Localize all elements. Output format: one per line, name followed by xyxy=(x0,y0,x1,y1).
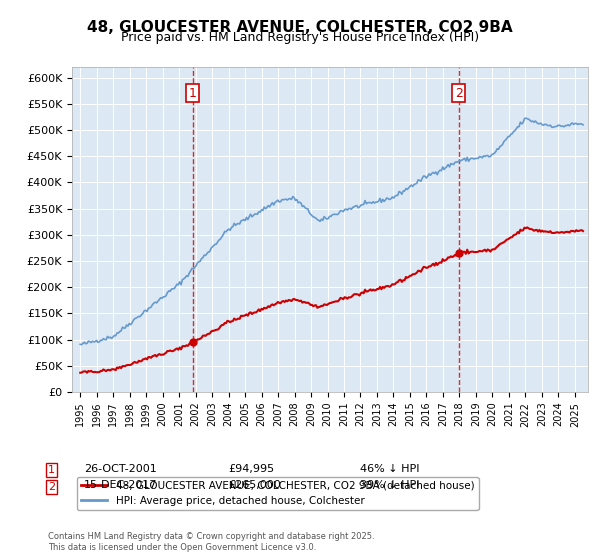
Text: 2: 2 xyxy=(48,482,55,492)
Text: 1: 1 xyxy=(189,87,197,100)
Text: 15-DEC-2017: 15-DEC-2017 xyxy=(84,480,157,491)
Text: 46% ↓ HPI: 46% ↓ HPI xyxy=(360,464,419,474)
Text: 26-OCT-2001: 26-OCT-2001 xyxy=(84,464,157,474)
Text: Price paid vs. HM Land Registry's House Price Index (HPI): Price paid vs. HM Land Registry's House … xyxy=(121,31,479,44)
Text: £265,000: £265,000 xyxy=(228,480,281,491)
Legend: 48, GLOUCESTER AVENUE, COLCHESTER, CO2 9BA (detached house), HPI: Average price,: 48, GLOUCESTER AVENUE, COLCHESTER, CO2 9… xyxy=(77,477,479,510)
Text: 2: 2 xyxy=(455,87,463,100)
Text: £94,995: £94,995 xyxy=(228,464,274,474)
Text: 39% ↓ HPI: 39% ↓ HPI xyxy=(360,480,419,491)
Text: 1: 1 xyxy=(48,465,55,475)
Text: 48, GLOUCESTER AVENUE, COLCHESTER, CO2 9BA: 48, GLOUCESTER AVENUE, COLCHESTER, CO2 9… xyxy=(87,20,513,35)
Text: Contains HM Land Registry data © Crown copyright and database right 2025.
This d: Contains HM Land Registry data © Crown c… xyxy=(48,532,374,552)
